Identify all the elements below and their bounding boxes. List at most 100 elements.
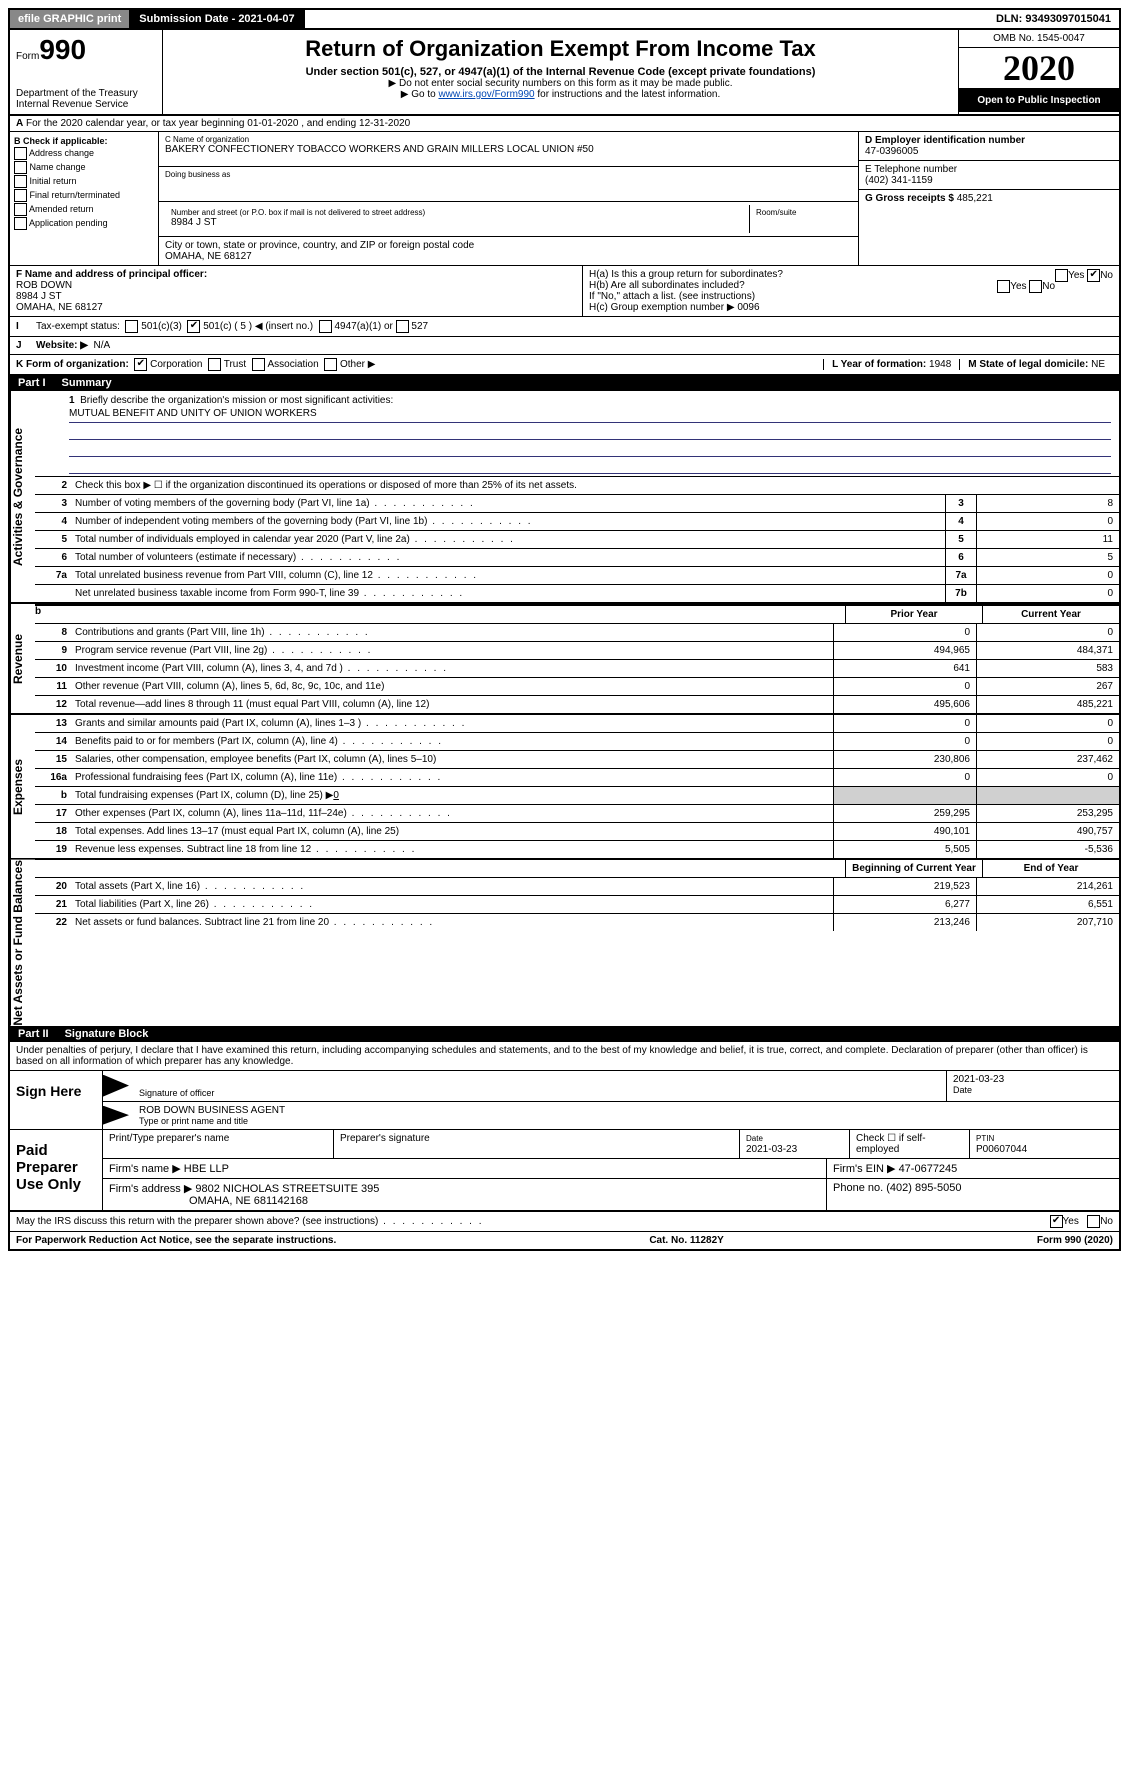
ha-yes[interactable] (1055, 269, 1068, 282)
room-label: Room/suite (756, 208, 846, 217)
goto-pre: ▶ Go to (401, 89, 439, 100)
p14: 0 (833, 733, 976, 750)
b20: 219,523 (833, 878, 976, 895)
vlabel-revenue: Revenue (10, 604, 35, 713)
note-ssn: ▶ Do not enter social security numbers o… (171, 78, 950, 89)
opt-4947: 4947(a)(1) or (334, 321, 392, 332)
l20: Total assets (Part X, line 16) (71, 878, 833, 895)
ha-label: H(a) Is this a group return for subordin… (589, 269, 783, 280)
part1-header: Part I Summary (10, 375, 1119, 391)
b21: 6,277 (833, 896, 976, 913)
cb-final[interactable]: Final return/terminated (14, 189, 154, 202)
opt-name: Name change (30, 162, 86, 172)
c8: 0 (976, 624, 1119, 641)
city-value: OMAHA, NE 68127 (165, 251, 852, 262)
ha-no[interactable] (1087, 269, 1100, 282)
cb-address-change[interactable]: Address change (14, 147, 154, 160)
dba-label: Doing business as (165, 170, 852, 179)
firm-addr-label: Firm's address ▶ (109, 1183, 192, 1195)
opt-assoc: Association (268, 359, 319, 370)
gross-cell: G Gross receipts $ 485,221 (859, 190, 1119, 207)
cb-other[interactable] (324, 358, 337, 371)
city-label: City or town, state or province, country… (165, 240, 852, 251)
arrow-icon-2 (103, 1106, 129, 1125)
cb-501c[interactable] (187, 320, 200, 333)
p17: 259,295 (833, 805, 976, 822)
firm-value: HBE LLP (184, 1163, 229, 1175)
label-i: I (16, 321, 36, 332)
firm-label: Firm's name ▶ (109, 1163, 181, 1175)
discuss-row: May the IRS discuss this return with the… (10, 1211, 1119, 1231)
tax-year: 2020 (959, 48, 1119, 89)
row-i: I Tax-exempt status: 501(c)(3) 501(c) ( … (10, 317, 1119, 337)
line4: Number of independent voting members of … (71, 513, 945, 530)
l18: Total expenses. Add lines 13–17 (must eq… (71, 823, 833, 840)
l16b-text: Total fundraising expenses (Part IX, col… (75, 790, 333, 801)
rev-colhead: b Prior Year Current Year (35, 604, 1119, 623)
officer-addr2: OMAHA, NE 68127 (16, 302, 103, 313)
header-center: Return of Organization Exempt From Incom… (163, 30, 958, 114)
cb-initial[interactable]: Initial return (14, 175, 154, 188)
vlabel-expenses: Expenses (10, 715, 35, 858)
cb-assoc[interactable] (252, 358, 265, 371)
mission-blank2 (69, 442, 1111, 457)
line2: Check this box ▶ ☐ if the organization d… (71, 477, 1119, 494)
sig-officer-label: Signature of officer (139, 1088, 940, 1098)
cb-amended[interactable]: Amended return (14, 203, 154, 216)
cb-4947[interactable] (319, 320, 332, 333)
pp-h2: Preparer's signature (333, 1130, 739, 1159)
cb-pending[interactable]: Application pending (14, 217, 154, 230)
c14: 0 (976, 733, 1119, 750)
l8: Contributions and grants (Part VIII, lin… (71, 624, 833, 641)
firm-city: OMAHA, NE 681142168 (109, 1195, 308, 1207)
hc-label: H(c) Group exemption number ▶ (589, 302, 735, 313)
officer-name-label: Type or print name and title (139, 1116, 1113, 1126)
discuss-yes[interactable] (1050, 1215, 1063, 1228)
hc-row: H(c) Group exemption number ▶ 0096 (589, 302, 1113, 313)
line7b: Net unrelated business taxable income fr… (71, 585, 945, 602)
tel-value: (402) 341-1159 (865, 175, 933, 186)
omb-number: OMB No. 1545-0047 (959, 30, 1119, 48)
l-label: L Year of formation: (832, 359, 926, 370)
form-subtitle: Under section 501(c), 527, or 4947(a)(1)… (171, 66, 950, 78)
hb-no[interactable] (1029, 280, 1042, 293)
opt-527: 527 (411, 321, 428, 332)
p8: 0 (833, 624, 976, 641)
cb-trust[interactable] (208, 358, 221, 371)
dept-treasury: Department of the Treasury (16, 88, 156, 99)
k-label: K Form of organization: (16, 359, 129, 370)
org-name: BAKERY CONFECTIONERY TOBACCO WORKERS AND… (165, 144, 852, 155)
line7a: Total unrelated business revenue from Pa… (71, 567, 945, 584)
cb-501c3[interactable] (125, 320, 138, 333)
f-label: F Name and address of principal officer: (16, 269, 207, 280)
cb-name-change[interactable]: Name change (14, 161, 154, 174)
discuss-no[interactable] (1087, 1215, 1100, 1228)
pp-ptin: PTINP00607044 (969, 1130, 1119, 1159)
hdr-eoy: End of Year (982, 860, 1119, 877)
principal-officer: F Name and address of principal officer:… (10, 266, 583, 316)
cb-527[interactable] (396, 320, 409, 333)
c19: -5,536 (976, 841, 1119, 858)
pp-selfemp: Check ☐ if self-employed (849, 1130, 969, 1159)
hb-label: H(b) Are all subordinates included? (589, 280, 745, 291)
column-d: D Employer identification number 47-0396… (858, 132, 1119, 265)
officer-name: ROB DOWN (16, 280, 72, 291)
efile-badge: efile GRAPHIC print (10, 10, 131, 28)
c13: 0 (976, 715, 1119, 732)
hb-row: H(b) Are all subordinates included? Yes … (589, 280, 1113, 291)
b-title: B Check if applicable: (14, 136, 108, 146)
tel-cell: E Telephone number (402) 341-1159 (859, 161, 1119, 190)
pp-h5: PTIN (976, 1134, 994, 1143)
irs-link[interactable]: www.irs.gov/Form990 (438, 89, 534, 100)
l15: Salaries, other compensation, employee b… (71, 751, 833, 768)
pp-ptin-val: P00607044 (976, 1144, 1027, 1155)
cb-corp[interactable] (134, 358, 147, 371)
hb-yes[interactable] (997, 280, 1010, 293)
sig-date: 2021-03-23 (953, 1074, 1113, 1085)
p9: 494,965 (833, 642, 976, 659)
sign-here-label: Sign Here (10, 1071, 103, 1129)
form-title: Return of Organization Exempt From Incom… (171, 36, 950, 62)
governance-section: Activities & Governance 1 Briefly descri… (10, 391, 1119, 604)
firm-ein-cell: Firm's EIN ▶ 47-0677245 (826, 1159, 1119, 1178)
addr-value: 8984 J ST (171, 217, 743, 228)
